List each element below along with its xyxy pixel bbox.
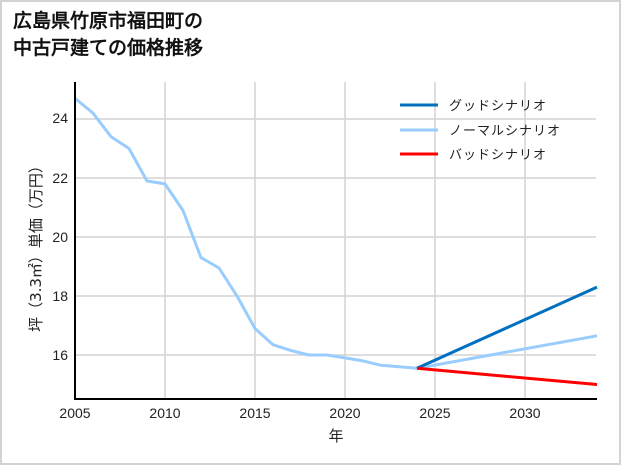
- x-tick: 2005: [59, 405, 90, 421]
- legend-item-good: グッドシナリオ: [400, 99, 547, 114]
- legend-label-bad: バッドシナリオ: [449, 148, 547, 163]
- y-tick: 24: [52, 110, 68, 126]
- x-tick: 2025: [419, 405, 450, 421]
- x-tick: 2015: [239, 405, 270, 421]
- chart-title-line1: 広島県竹原市福田町の: [13, 10, 204, 32]
- series-line: [416, 285, 598, 370]
- y-tick: 20: [52, 229, 68, 245]
- y-tick: 18: [52, 288, 68, 304]
- y-tick: 22: [52, 170, 68, 186]
- legend-item-bad: バッドシナリオ: [400, 148, 547, 163]
- chart-title-line2: 中古戸建ての価格推移: [13, 37, 204, 59]
- legend-label-good: グッドシナリオ: [449, 99, 547, 114]
- y-tick: 16: [52, 347, 68, 363]
- y-tick-labels: 16 18 20 22 24: [52, 110, 68, 363]
- data-series: [74, 97, 598, 386]
- series-line: [74, 97, 598, 370]
- x-tick-labels: 2005 2010 2015 2020 2025 2030: [59, 405, 540, 421]
- x-tick: 2010: [149, 405, 180, 421]
- x-axis-label: 年: [328, 427, 343, 445]
- x-tick: 2030: [509, 405, 540, 421]
- legend-label-normal: ノーマルシナリオ: [449, 124, 561, 139]
- chart-title: 広島県竹原市福田町の 中古戸建ての価格推移: [13, 8, 203, 62]
- series-line: [416, 366, 598, 386]
- legend: グッドシナリオ ノーマルシナリオ バッドシナリオ: [400, 99, 561, 163]
- legend-item-normal: ノーマルシナリオ: [400, 124, 561, 139]
- axes: [74, 82, 597, 400]
- y-axis-label: 坪（3.3㎡）単価（万円）: [27, 158, 45, 332]
- grid-lines: [75, 82, 596, 399]
- x-tick: 2020: [329, 405, 360, 421]
